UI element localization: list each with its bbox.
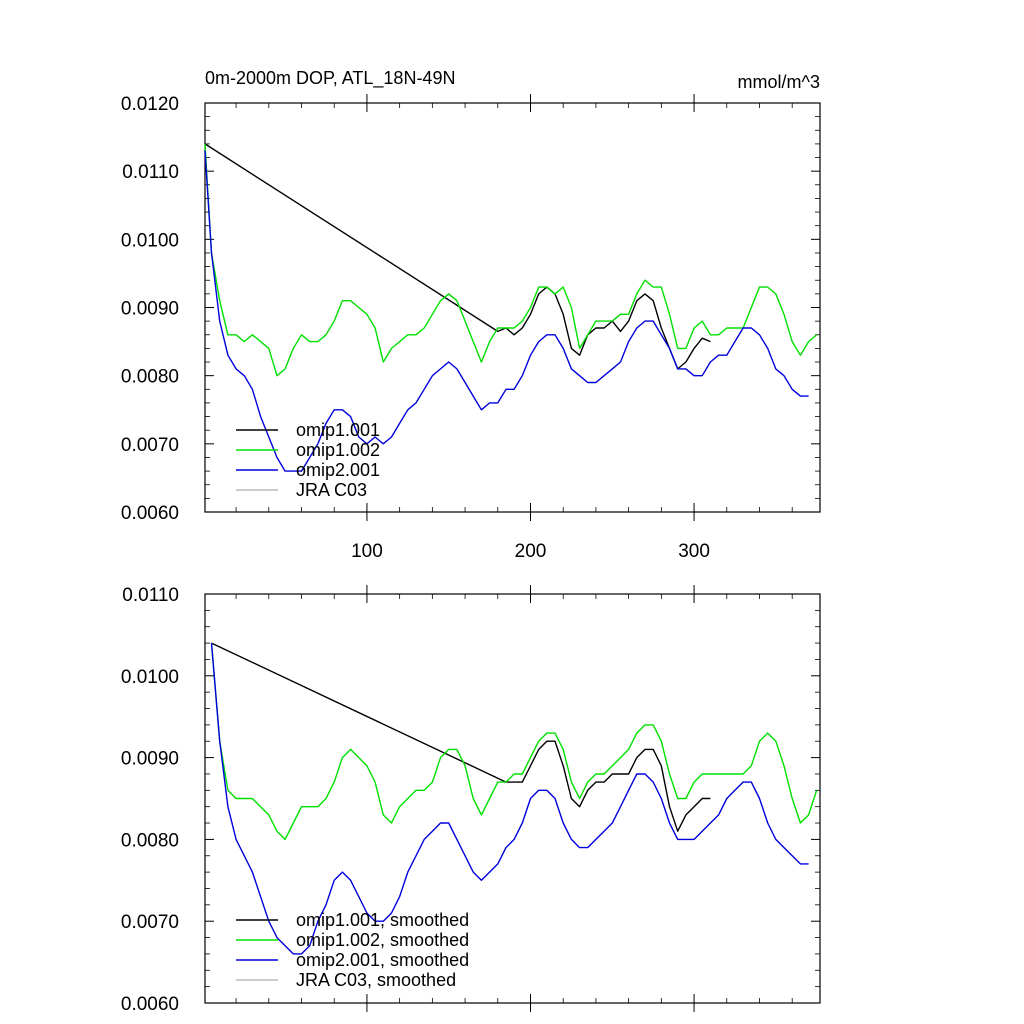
y-tick-label: 0.0080: [121, 367, 179, 388]
series-line-omip1_002: [210, 643, 818, 841]
y-tick-label: 0.0090: [121, 749, 179, 770]
legend-label: omip1.001: [296, 420, 380, 440]
series-line-omip1_002: [204, 143, 818, 377]
legend-label: omip1.002, smoothed: [296, 930, 469, 950]
x-tick-label: 100: [351, 541, 383, 562]
plot-frame-bottom: [204, 593, 821, 1004]
y-tick-label: 0.0100: [121, 667, 179, 688]
y-tick-label: 0.0070: [121, 912, 179, 933]
series-lines-top: [204, 143, 818, 472]
y-tick-label: 0.0070: [121, 435, 179, 456]
series-lines-bottom: [210, 642, 818, 955]
panel-top: 0m-2000m DOP, ATL_18N-49N mmol/m^3 0.006…: [121, 68, 821, 562]
legend-label: JRA C03: [296, 480, 367, 500]
y-tick-label: 0.0120: [121, 94, 179, 115]
chart-title: 0m-2000m DOP, ATL_18N-49N: [205, 68, 455, 89]
y-tick-label: 0.0060: [121, 503, 179, 524]
legend-label: JRA C03, smoothed: [296, 970, 456, 990]
y-tick-label: 0.0090: [121, 299, 179, 320]
series-line-omip1_001: [204, 143, 711, 370]
y-tick-label: 0.0060: [121, 994, 179, 1015]
panel-bottom: 0.0060 0.0070 0.0080 0.0090 0.0100 0.0110 omi…: [121, 585, 821, 1015]
axis-ticks-top: 0.0060 0.0070 0.0080 0.0090 0.0100 0.0110 0.01…: [121, 94, 820, 562]
x-tick-label: 200: [515, 541, 547, 562]
units-label: mmol/m^3: [738, 72, 820, 92]
y-tick-label: 0.0110: [122, 162, 179, 183]
legend-label: omip1.002: [296, 440, 380, 460]
y-tick-label: 0.0100: [121, 230, 179, 251]
y-tick-label: 0.0080: [121, 830, 179, 851]
series-line-omip2_001: [204, 150, 809, 472]
x-tick-label: 300: [678, 541, 710, 562]
legend-label: omip2.001, smoothed: [296, 950, 469, 970]
y-tick-label: 0.0110: [122, 585, 179, 606]
legend-label: omip1.001, smoothed: [296, 910, 469, 930]
axis-ticks-bottom: 0.0060 0.0070 0.0080 0.0090 0.0100 0.0110: [121, 585, 820, 1015]
series-line-omip1_001: [211, 642, 711, 832]
series-line-omip2_001: [210, 643, 809, 955]
legend-label: omip2.001: [296, 460, 380, 480]
